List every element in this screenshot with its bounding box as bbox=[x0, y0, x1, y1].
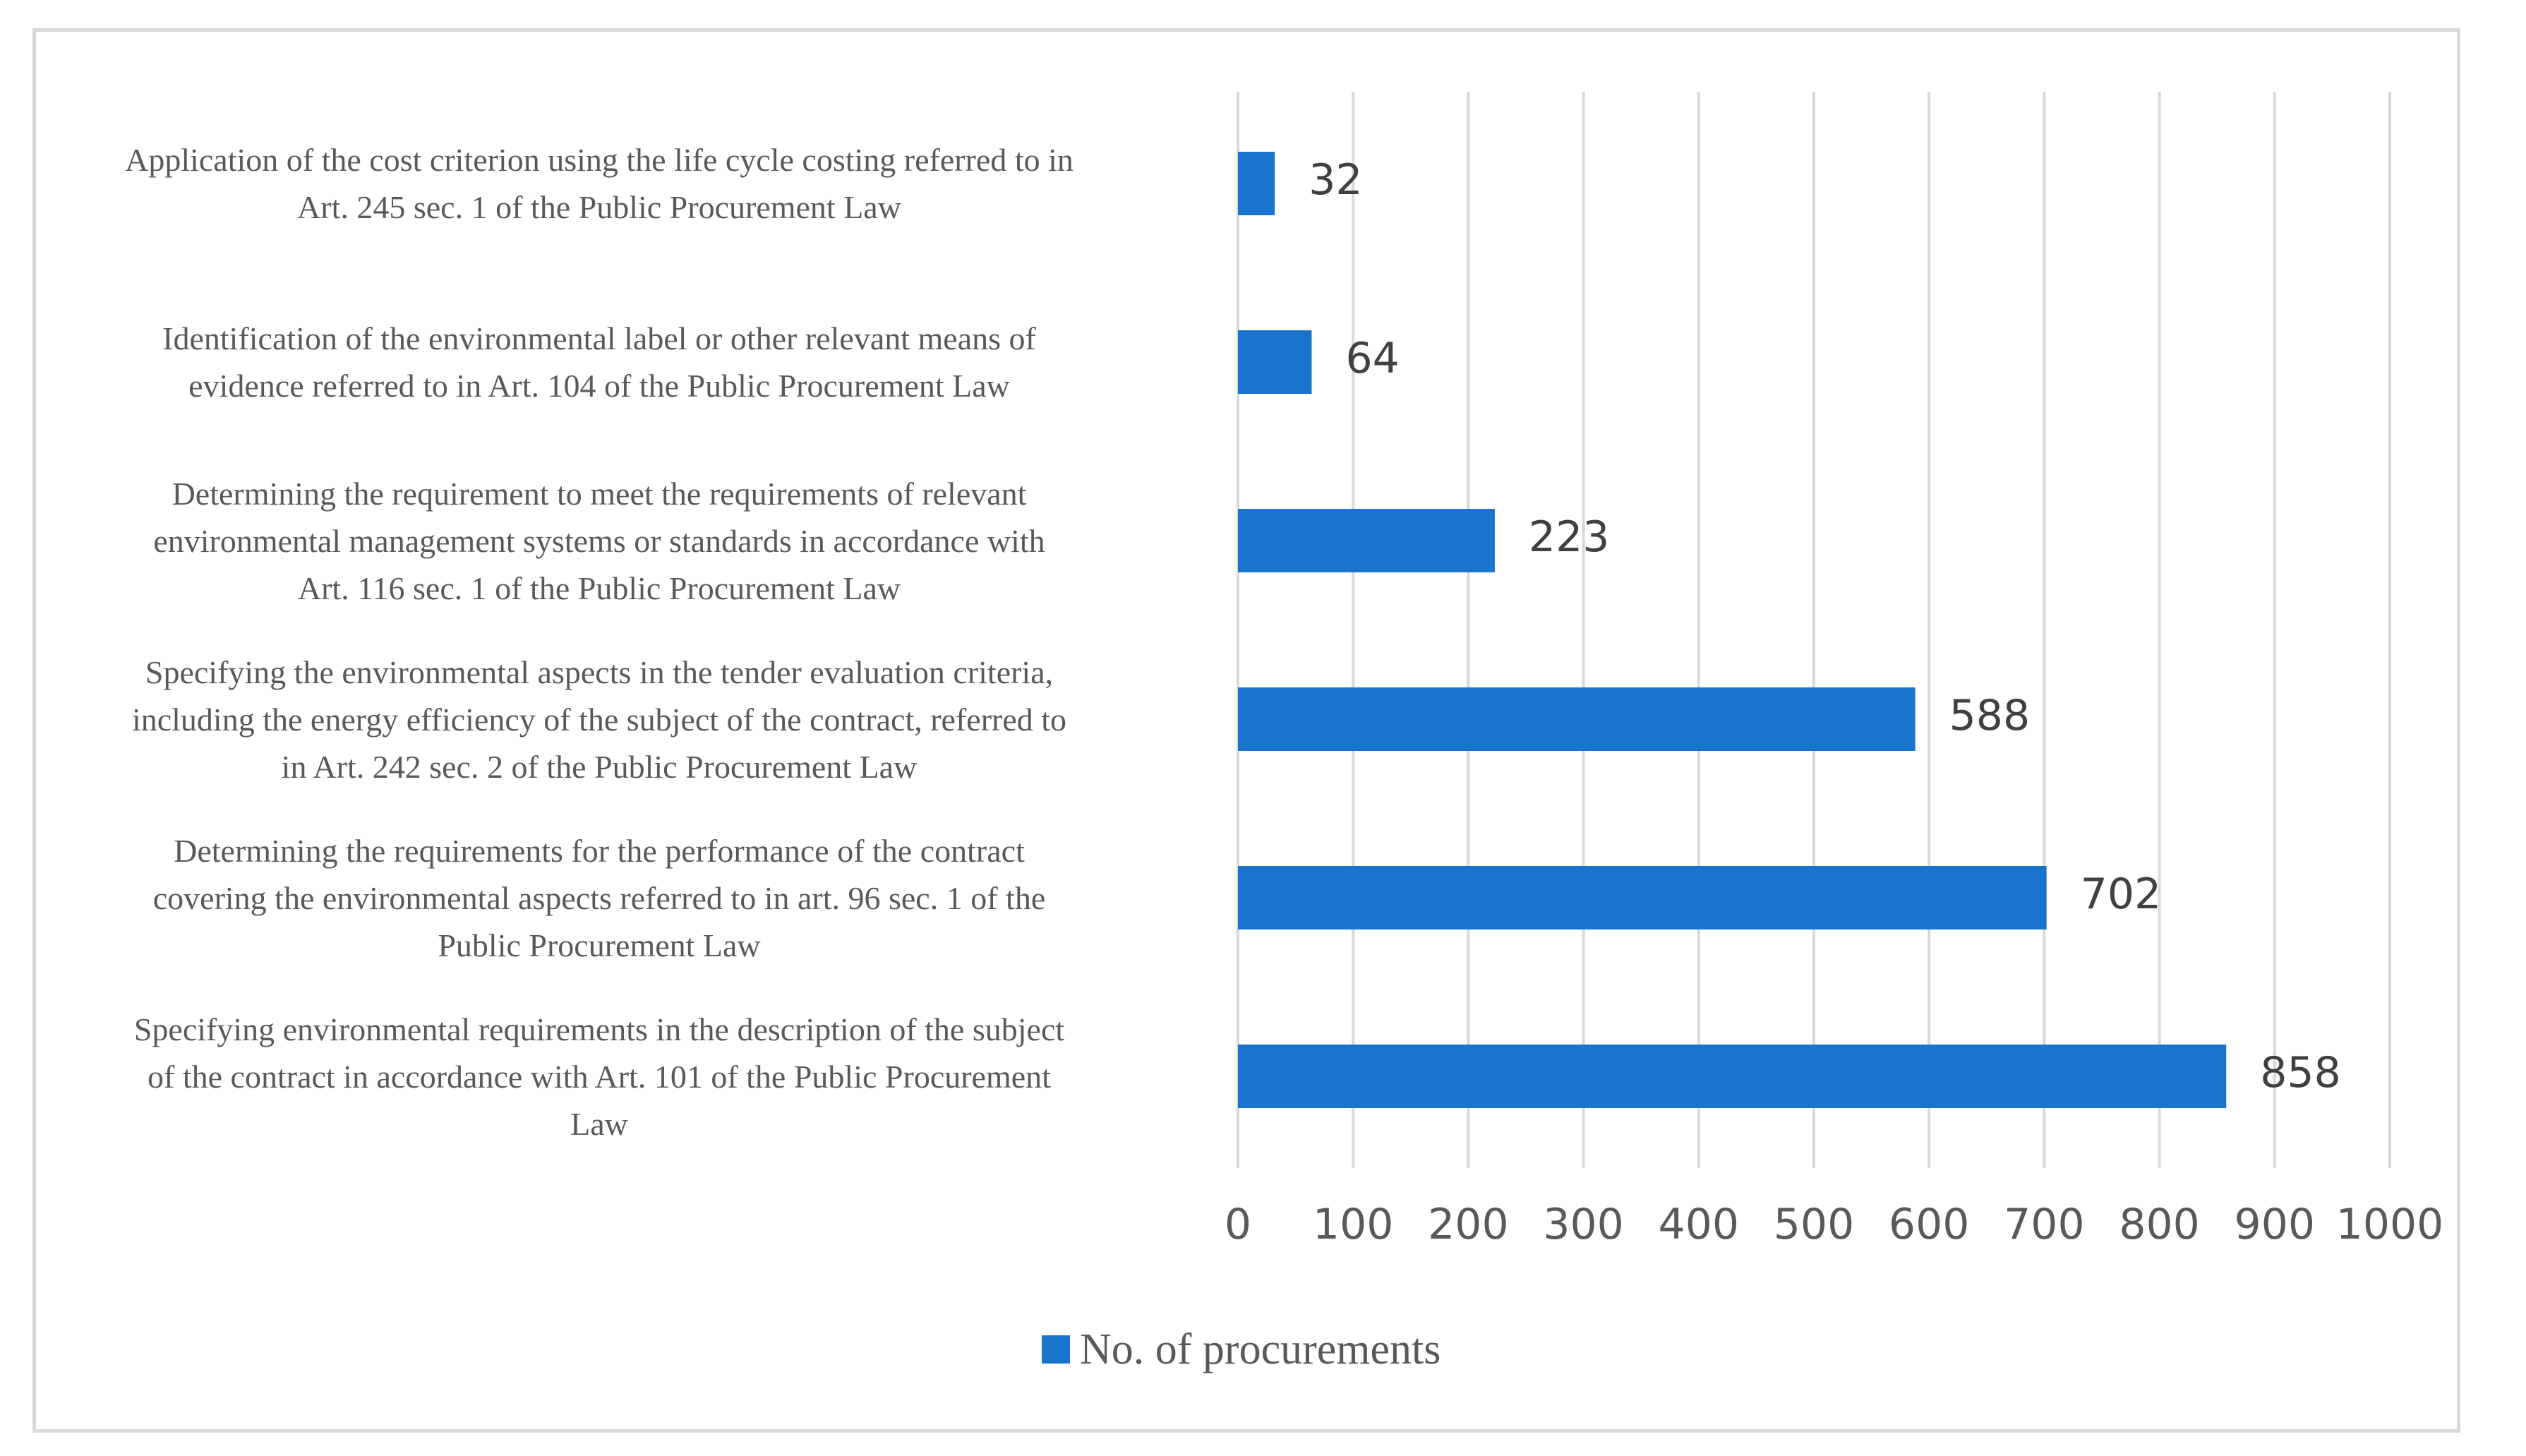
x-tick-label-400: 400 bbox=[1658, 1200, 1740, 1249]
category-label-0-line-0: Application of the cost criterion using … bbox=[125, 142, 1073, 178]
category-label-0: Application of the cost criterion using … bbox=[0, 136, 1206, 231]
legend-swatch bbox=[1042, 1335, 1070, 1364]
x-tick-label-900: 900 bbox=[2234, 1200, 2316, 1249]
x-tick-label-700: 700 bbox=[2004, 1200, 2085, 1249]
category-label-1: Identification of the environmental labe… bbox=[0, 315, 1206, 409]
data-label-4: 702 bbox=[2080, 870, 2162, 919]
bar-1 bbox=[1238, 330, 1312, 394]
x-tick-label-1000: 1000 bbox=[2335, 1200, 2444, 1249]
category-label-5-line-2: Law bbox=[570, 1105, 628, 1142]
data-label-3: 588 bbox=[1949, 691, 2031, 740]
legend-label: No. of procurements bbox=[1080, 1325, 1441, 1373]
category-label-4-line-0: Determining the requirements for the per… bbox=[174, 832, 1025, 869]
bar-2 bbox=[1238, 509, 1495, 572]
category-label-5-line-0: Specifying environmental requirements in… bbox=[133, 1011, 1065, 1047]
x-tick-label-100: 100 bbox=[1312, 1200, 1394, 1249]
bar-5 bbox=[1238, 1045, 2227, 1108]
category-label-3-line-1: including the energy efficiency of the s… bbox=[131, 701, 1067, 738]
data-label-0: 32 bbox=[1309, 155, 1363, 205]
category-label-1-line-0: Identification of the environmental labe… bbox=[162, 320, 1036, 356]
category-label-2-line-1: environmental management systems or stan… bbox=[153, 522, 1045, 559]
x-tick-label-300: 300 bbox=[1543, 1200, 1624, 1249]
x-tick-label-200: 200 bbox=[1428, 1200, 1509, 1249]
bar-0 bbox=[1238, 152, 1275, 215]
bar-3 bbox=[1238, 687, 1915, 751]
bar-4 bbox=[1238, 866, 2047, 929]
category-label-2: Determining the requirement to meet the … bbox=[0, 470, 1206, 612]
category-label-0-line-1: Art. 245 sec. 1 of the Public Procuremen… bbox=[297, 189, 901, 225]
category-label-3-line-0: Specifying the environmental aspects in … bbox=[145, 654, 1054, 690]
data-label-5: 858 bbox=[2260, 1048, 2341, 1097]
category-label-5: Specifying environmental requirements in… bbox=[0, 1006, 1206, 1148]
category-label-2-line-2: Art. 116 sec. 1 of the Public Procuremen… bbox=[297, 570, 901, 606]
category-label-4-line-2: Public Procurement Law bbox=[438, 927, 761, 963]
category-label-3-line-2: in Art. 242 sec. 2 of the Public Procure… bbox=[281, 748, 918, 785]
x-tick-label-0: 0 bbox=[1224, 1200, 1252, 1249]
category-label-2-line-0: Determining the requirement to meet the … bbox=[172, 475, 1027, 512]
category-label-5-line-1: of the contract in accordance with Art. … bbox=[148, 1058, 1051, 1095]
x-tick-label-500: 500 bbox=[1773, 1200, 1855, 1249]
x-tick-label-800: 800 bbox=[2119, 1200, 2200, 1249]
data-label-2: 223 bbox=[1528, 512, 1610, 562]
category-label-4-line-1: covering the environmental aspects refer… bbox=[152, 879, 1046, 916]
legend: No. of procurements bbox=[1042, 1321, 1441, 1378]
x-tick-label-600: 600 bbox=[1888, 1200, 1970, 1249]
category-label-1-line-1: evidence referred to in Art. 104 of the … bbox=[188, 368, 1010, 404]
category-label-4: Determining the requirements for the per… bbox=[0, 827, 1206, 969]
category-label-3: Specifying the environmental aspects in … bbox=[0, 649, 1206, 790]
data-label-1: 64 bbox=[1345, 334, 1400, 383]
